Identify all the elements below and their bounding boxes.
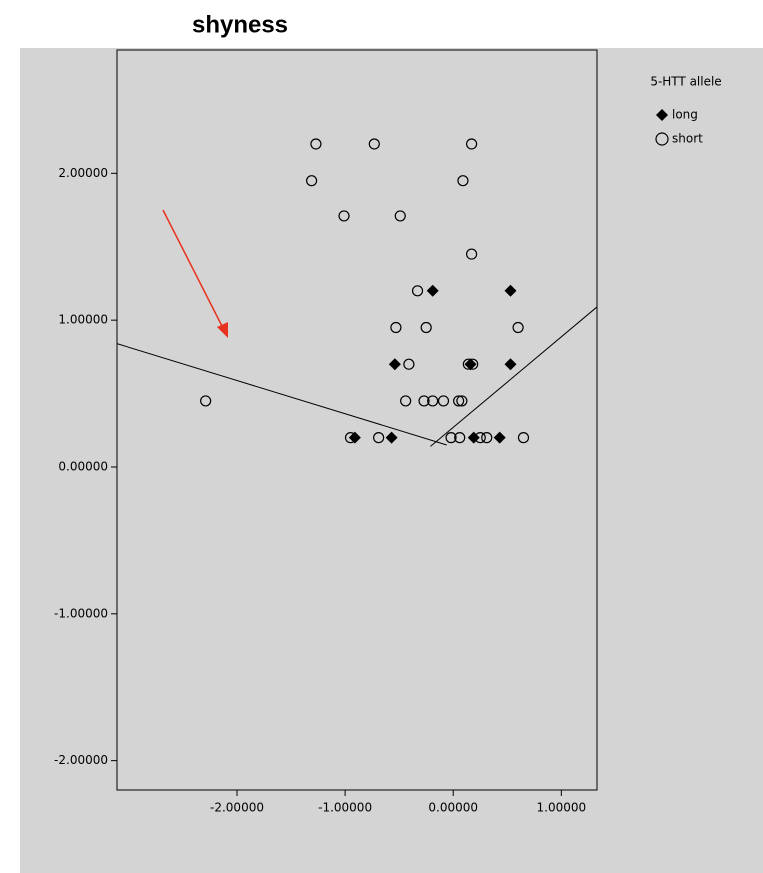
x-tick-label: -1.00000 xyxy=(318,801,372,815)
legend-label: short xyxy=(672,132,703,146)
y-tick-label: 0.00000 xyxy=(58,459,108,473)
y-tick-label: -1.00000 xyxy=(54,606,108,620)
chart-title: shyness xyxy=(192,11,288,38)
x-tick-label: 1.00000 xyxy=(537,801,587,815)
y-tick-label: -2.00000 xyxy=(54,753,108,767)
x-tick-label: 0.00000 xyxy=(428,801,478,815)
y-tick-label: 1.00000 xyxy=(58,313,108,327)
y-tick-label: 2.00000 xyxy=(58,166,108,180)
legend-label: long xyxy=(672,108,698,122)
chart: shyness 5-HTT allele -2.00000 -1.00000 0.0… xyxy=(0,0,763,873)
chart-background xyxy=(20,48,763,873)
legend-title: 5-HTT allele xyxy=(650,75,721,89)
x-tick-label: -2.00000 xyxy=(210,801,264,815)
